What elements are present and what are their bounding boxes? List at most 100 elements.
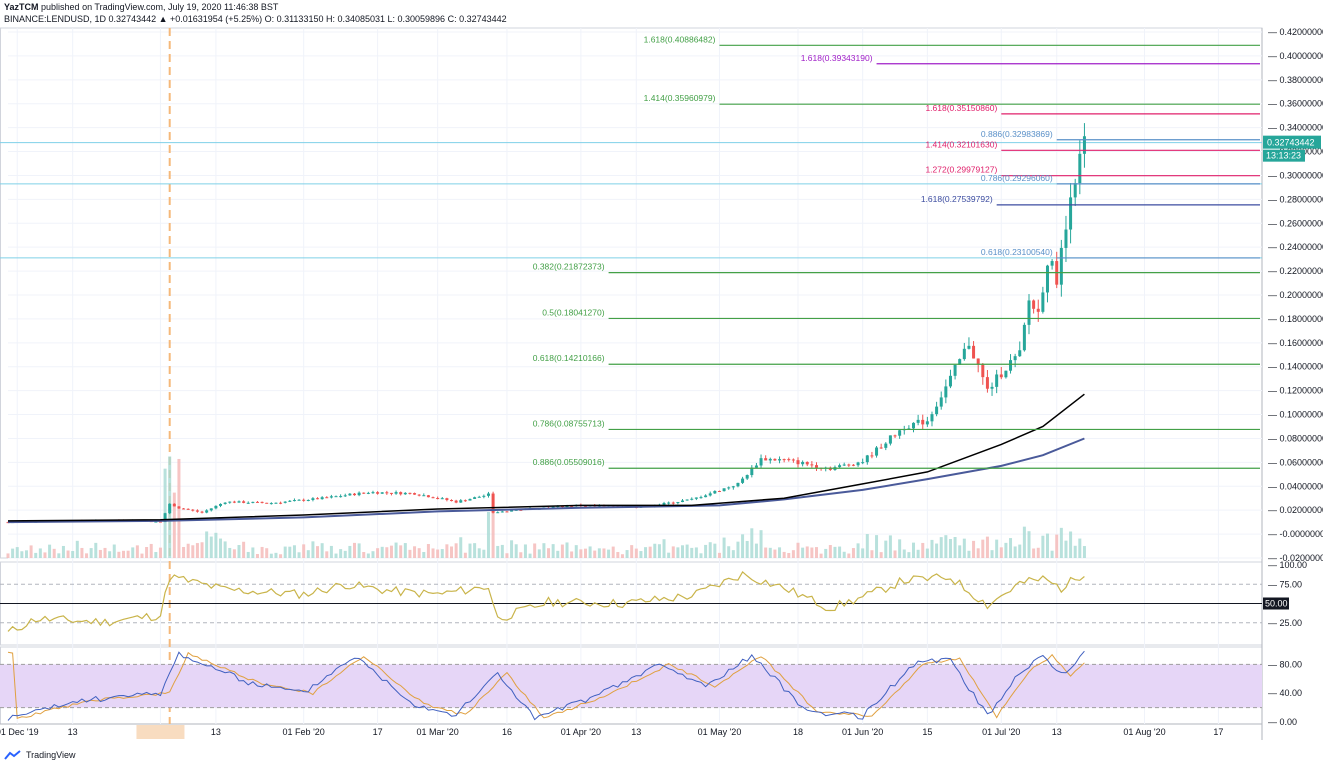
candle-body — [205, 510, 209, 513]
candle-body — [219, 503, 223, 506]
volume-bar — [1004, 542, 1008, 558]
x-highlight-bg — [136, 725, 185, 739]
volume-bar — [440, 549, 444, 558]
candle-body — [459, 500, 463, 503]
candle-body — [385, 492, 389, 494]
volume-bar — [228, 547, 232, 558]
volume-bar — [879, 552, 883, 558]
volume-bars — [6, 456, 1086, 558]
candle-body — [884, 443, 888, 448]
candle-body — [1059, 247, 1063, 285]
candle-body — [362, 492, 366, 494]
candle-body — [1027, 300, 1031, 325]
candle-body — [482, 495, 486, 497]
volume-bar — [944, 535, 948, 558]
candle-body — [990, 386, 994, 389]
candle-body — [158, 521, 162, 523]
price-tick-label: — 0.34000000 — [1268, 123, 1323, 133]
volume-bar — [422, 551, 426, 558]
x-tick-label: 01 Feb '20 — [283, 727, 325, 737]
candle-body — [838, 465, 842, 468]
candle-body — [921, 419, 925, 425]
volume-bar — [805, 546, 809, 558]
fib-level-label: 1.414(0.32101630) — [925, 139, 997, 149]
rsi-level-badge — [1263, 597, 1289, 610]
volume-bar — [814, 547, 818, 558]
volume-bar — [385, 547, 389, 558]
volume-bar — [556, 550, 560, 558]
candle-body — [154, 521, 158, 523]
volume-bar — [708, 542, 712, 558]
price-tick-label: — 0.40000000 — [1268, 51, 1323, 61]
candle-body — [302, 499, 306, 501]
volume-bar — [131, 547, 135, 558]
candle-body — [583, 505, 587, 507]
x-tick-label: 17 — [1213, 727, 1223, 737]
volume-bar — [486, 511, 490, 558]
volume-bar — [394, 542, 398, 558]
candle-body — [1018, 350, 1022, 357]
candle-body — [912, 422, 916, 429]
volume-bar — [219, 538, 223, 558]
volume-bar — [870, 550, 874, 558]
volume-bar — [24, 550, 28, 558]
volume-bar — [847, 553, 851, 558]
volume-bar — [182, 546, 186, 558]
volume-bar — [523, 544, 527, 558]
candle-body — [366, 492, 370, 494]
volume-bar — [505, 553, 509, 558]
volume-bar — [352, 542, 356, 558]
volume-bar — [565, 542, 569, 558]
fib-level-label: 0.886(0.05509016) — [533, 457, 605, 467]
candle-body — [228, 501, 232, 503]
candle-body — [214, 505, 218, 509]
candle-body — [662, 502, 666, 505]
candle-body — [791, 459, 795, 461]
volume-bar — [574, 545, 578, 558]
candle-body — [288, 500, 292, 502]
candle-body — [329, 496, 333, 498]
volume-bar — [6, 553, 10, 558]
volume-bar — [1059, 527, 1063, 558]
candle-body — [704, 495, 708, 498]
volume-bar — [921, 542, 925, 558]
volume-bar — [1027, 531, 1031, 558]
volume-bar — [339, 549, 343, 558]
volume-bar — [667, 552, 671, 558]
candle-body — [967, 345, 971, 349]
candle-body — [306, 499, 310, 501]
candle-body — [311, 498, 315, 500]
candle-body — [685, 499, 689, 501]
candle-body — [898, 430, 902, 436]
volume-bar — [311, 541, 315, 558]
volume-bar — [297, 552, 301, 558]
candle-body — [209, 508, 213, 511]
volume-bar — [426, 544, 430, 558]
volume-bar — [791, 550, 795, 558]
volume-bar — [348, 545, 352, 558]
volume-bar — [1050, 550, 1054, 558]
rsi-level-label: 50.00 — [1265, 599, 1288, 609]
volume-bar — [875, 535, 879, 558]
volume-bar — [1069, 531, 1073, 558]
volume-bar — [389, 545, 393, 558]
volume-bar — [547, 548, 551, 558]
candle-body — [939, 397, 943, 407]
candle-body — [667, 502, 671, 504]
volume-bar — [274, 552, 278, 558]
candle-body — [177, 506, 181, 509]
countdown-badge — [1263, 149, 1305, 162]
candle-body — [736, 482, 740, 487]
volume-bar — [833, 546, 837, 558]
candle-body — [551, 506, 555, 509]
volume-bar — [34, 552, 38, 558]
volume-bar — [528, 553, 532, 558]
candle-body — [371, 492, 375, 494]
x-tick-label: 13 — [68, 727, 78, 737]
volume-bar — [1078, 538, 1082, 558]
candle-body — [916, 419, 920, 423]
candle-body — [450, 500, 454, 502]
volume-bar — [126, 550, 130, 558]
volume-bar — [283, 546, 287, 558]
